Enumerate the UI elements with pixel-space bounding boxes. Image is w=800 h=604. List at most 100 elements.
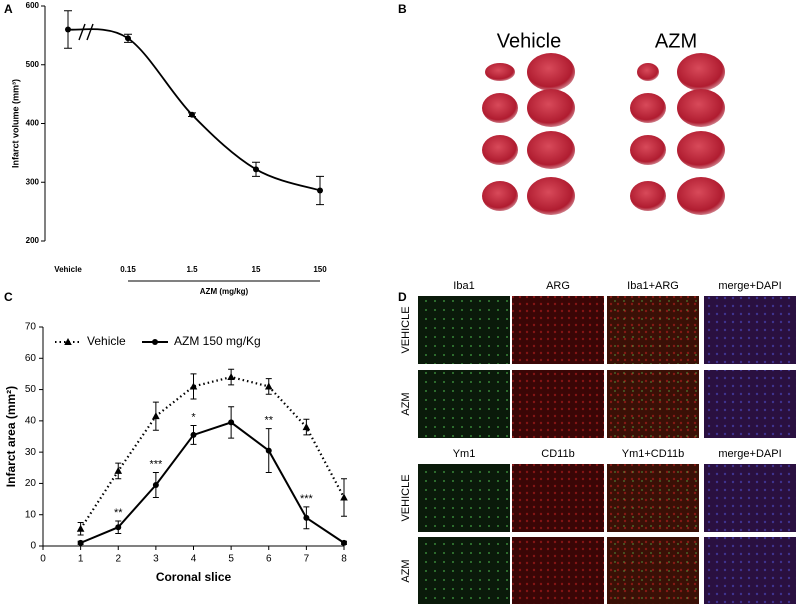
point	[303, 514, 310, 521]
y-tick-label: 200	[26, 236, 40, 245]
brain-slice	[630, 181, 666, 211]
series-line	[80, 421, 345, 544]
y-tick-label: 500	[26, 60, 40, 69]
panel-label: C	[4, 290, 13, 304]
micrographs	[418, 296, 796, 604]
group-label: AZM	[655, 30, 697, 52]
x-tick-label: Vehicle	[54, 265, 82, 274]
annotation: **	[114, 507, 123, 519]
row-label: AZM	[400, 559, 412, 582]
micrograph-texture	[607, 370, 699, 438]
y-tick-label: 400	[26, 119, 40, 128]
y-tick-label: 50	[25, 384, 37, 395]
point	[253, 166, 259, 173]
series-line	[79, 375, 345, 530]
y-tick-label: 20	[25, 478, 37, 489]
column-label: Ym1+CD11b	[622, 448, 684, 460]
micrograph-texture	[704, 537, 796, 604]
brain-slice	[482, 181, 518, 211]
panel-label: D	[398, 290, 407, 304]
y-axis-label: Infarct area (mm²)	[4, 386, 18, 487]
column-label: Iba1	[453, 280, 474, 292]
y-tick-label: 0	[30, 541, 36, 552]
y-tick-label: 70	[25, 322, 37, 333]
brain-slice	[677, 177, 725, 215]
brain-slice	[630, 135, 666, 165]
point	[114, 466, 123, 474]
axis-break	[78, 23, 86, 41]
point	[302, 423, 311, 431]
point	[76, 524, 85, 532]
micrograph-texture	[418, 296, 510, 364]
y-tick-label: 600	[26, 1, 40, 10]
annotation: ***	[300, 493, 314, 505]
x-tick-label: 15	[252, 265, 261, 274]
micrograph-texture	[418, 370, 510, 438]
point	[152, 481, 159, 488]
brain-slice	[677, 53, 725, 91]
point	[317, 187, 323, 194]
column-label: ARG	[546, 280, 570, 292]
x-tick-label: 0	[40, 554, 46, 565]
point	[189, 382, 198, 390]
micrograph-texture	[512, 370, 604, 438]
column-label: CD11b	[541, 448, 574, 460]
brain-slice	[482, 135, 518, 165]
row-label: VEHICLE	[400, 306, 412, 353]
brain-slices	[482, 53, 725, 215]
brain-slice	[677, 89, 725, 127]
x-tick-label: 1.5	[186, 265, 198, 274]
column-label: Ym1	[453, 448, 476, 460]
micrograph-texture	[512, 464, 604, 532]
point	[77, 539, 84, 546]
x-tick-label: 1	[78, 554, 84, 565]
column-label: Iba1+ARG	[627, 280, 679, 292]
column-label: merge+DAPI	[718, 280, 781, 292]
panel-label: A	[4, 2, 13, 16]
micrograph-texture	[512, 296, 604, 364]
micrograph-texture	[704, 464, 796, 532]
x-tick-label: 5	[228, 554, 234, 565]
x-tick-label: 2	[115, 554, 121, 565]
y-axis-label: Infarct volume (mm³)	[10, 79, 20, 168]
row-label: AZM	[400, 392, 412, 415]
x-tick-label: 7	[304, 554, 310, 565]
micrograph-texture	[607, 464, 699, 532]
brain-slice	[630, 93, 666, 123]
micrograph-texture	[704, 296, 796, 364]
column-label: merge+DAPI	[718, 448, 781, 460]
x-tick-label: 8	[341, 554, 347, 565]
micrograph-texture	[418, 464, 510, 532]
micrograph-texture	[607, 296, 699, 364]
brain-slice	[527, 89, 575, 127]
annotation: ***	[149, 458, 163, 470]
micrograph-texture	[704, 370, 796, 438]
point	[340, 493, 348, 501]
brain-slice	[637, 63, 659, 81]
x-tick-label: 4	[191, 554, 197, 565]
micrograph-texture	[418, 537, 510, 604]
brain-slice	[527, 53, 575, 91]
legend-marker	[64, 338, 72, 345]
y-tick-label: 30	[25, 447, 37, 458]
x-axis-label: AZM (mg/kg)	[200, 287, 249, 296]
group-label: Vehicle	[497, 30, 562, 52]
y-tick-label: 40	[25, 415, 37, 426]
annotation: **	[264, 415, 273, 427]
y-tick-label: 300	[26, 177, 40, 186]
x-axis-label: Coronal slice	[156, 570, 232, 584]
legend-label: AZM 150 mg/Kg	[174, 334, 261, 348]
brain-slice	[677, 131, 725, 169]
point	[152, 412, 160, 420]
point	[264, 382, 273, 390]
legend-marker	[152, 339, 158, 345]
panel-label: B	[398, 2, 407, 16]
point	[341, 539, 347, 546]
x-tick-label: 0.15	[120, 265, 136, 274]
brain-slice	[485, 63, 515, 81]
point	[265, 447, 272, 454]
annotation: *	[191, 411, 196, 423]
brain-slice	[482, 93, 518, 123]
x-tick-label: 3	[153, 554, 159, 565]
